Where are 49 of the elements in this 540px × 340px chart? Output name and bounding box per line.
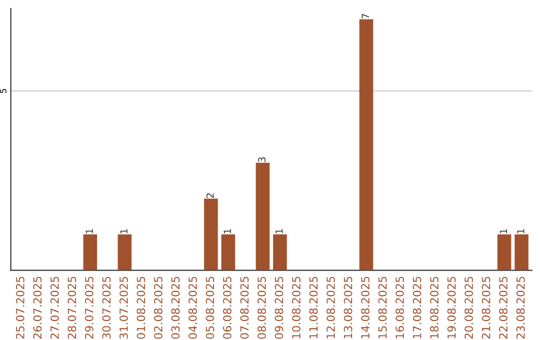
x-tick-label: 03.08.2025 xyxy=(171,276,180,339)
bar xyxy=(221,234,236,270)
x-tick-label: 27.07.2025 xyxy=(50,276,59,339)
x-tick-label: 13.08.2025 xyxy=(344,276,352,338)
x-tick-label: 26.07.2025 xyxy=(33,276,42,339)
bar xyxy=(204,198,218,270)
x-tick-label: 19.08.2025 xyxy=(447,276,456,338)
data-label: 1 xyxy=(276,229,283,234)
x-tick-label: 08.08.2025 xyxy=(258,276,266,339)
x-tick-label: 29.07.2025 xyxy=(84,276,94,339)
data-label: 3 xyxy=(258,157,266,162)
x-tick-label: 10.08.2025 xyxy=(292,276,300,338)
data-label: 7 xyxy=(362,14,369,18)
x-tick-label: 25.07.2025 xyxy=(16,276,24,339)
bar xyxy=(497,234,512,270)
x-tick-label: 11.08.2025 xyxy=(309,276,318,338)
bar xyxy=(359,19,374,270)
x-tick-label: 14.08.2025 xyxy=(361,276,370,338)
bar xyxy=(256,162,270,270)
data-label: 1 xyxy=(517,229,524,234)
x-tick-label: 04.08.2025 xyxy=(188,276,197,339)
x-tick-label: 07.08.2025 xyxy=(240,276,249,339)
bar xyxy=(514,234,528,270)
x-tick-label: 15.08.2025 xyxy=(378,276,387,338)
x-tick-label: 09.08.2025 xyxy=(274,276,284,339)
x-tick-label: 02.08.2025 xyxy=(154,276,162,339)
bar xyxy=(83,234,98,270)
x-tick-label: 01.08.2025 xyxy=(136,276,146,339)
x-tick-label: 20.08.2025 xyxy=(464,276,474,339)
y-tick-label: 5 xyxy=(0,89,6,93)
bar xyxy=(273,234,287,270)
x-tick-label: 21.08.2025 xyxy=(482,276,490,339)
x-tick-label: 23.08.2025 xyxy=(516,276,525,339)
x-tick-label: 12.08.2025 xyxy=(326,276,335,338)
x-tick-label: 06.08.2025 xyxy=(223,276,232,339)
x-tick-label: 28.07.2025 xyxy=(68,276,76,339)
x-tick-label: 30.07.2025 xyxy=(102,276,111,339)
bar xyxy=(118,234,132,270)
data-label: 1 xyxy=(86,229,93,234)
x-tick-label: 22.08.2025 xyxy=(499,276,508,339)
data-label: 1 xyxy=(224,229,231,234)
x-tick-label: 18.08.2025 xyxy=(430,276,438,338)
x-tick-label: 17.08.2025 xyxy=(412,276,422,338)
x-tick-label: 31.07.2025 xyxy=(120,276,128,339)
x-tick-label: 05.08.2025 xyxy=(206,276,214,339)
data-label: 2 xyxy=(206,193,214,198)
x-tick-label: 16.08.2025 xyxy=(396,276,404,338)
data-label: 1 xyxy=(500,229,507,234)
data-label: 1 xyxy=(120,229,128,234)
